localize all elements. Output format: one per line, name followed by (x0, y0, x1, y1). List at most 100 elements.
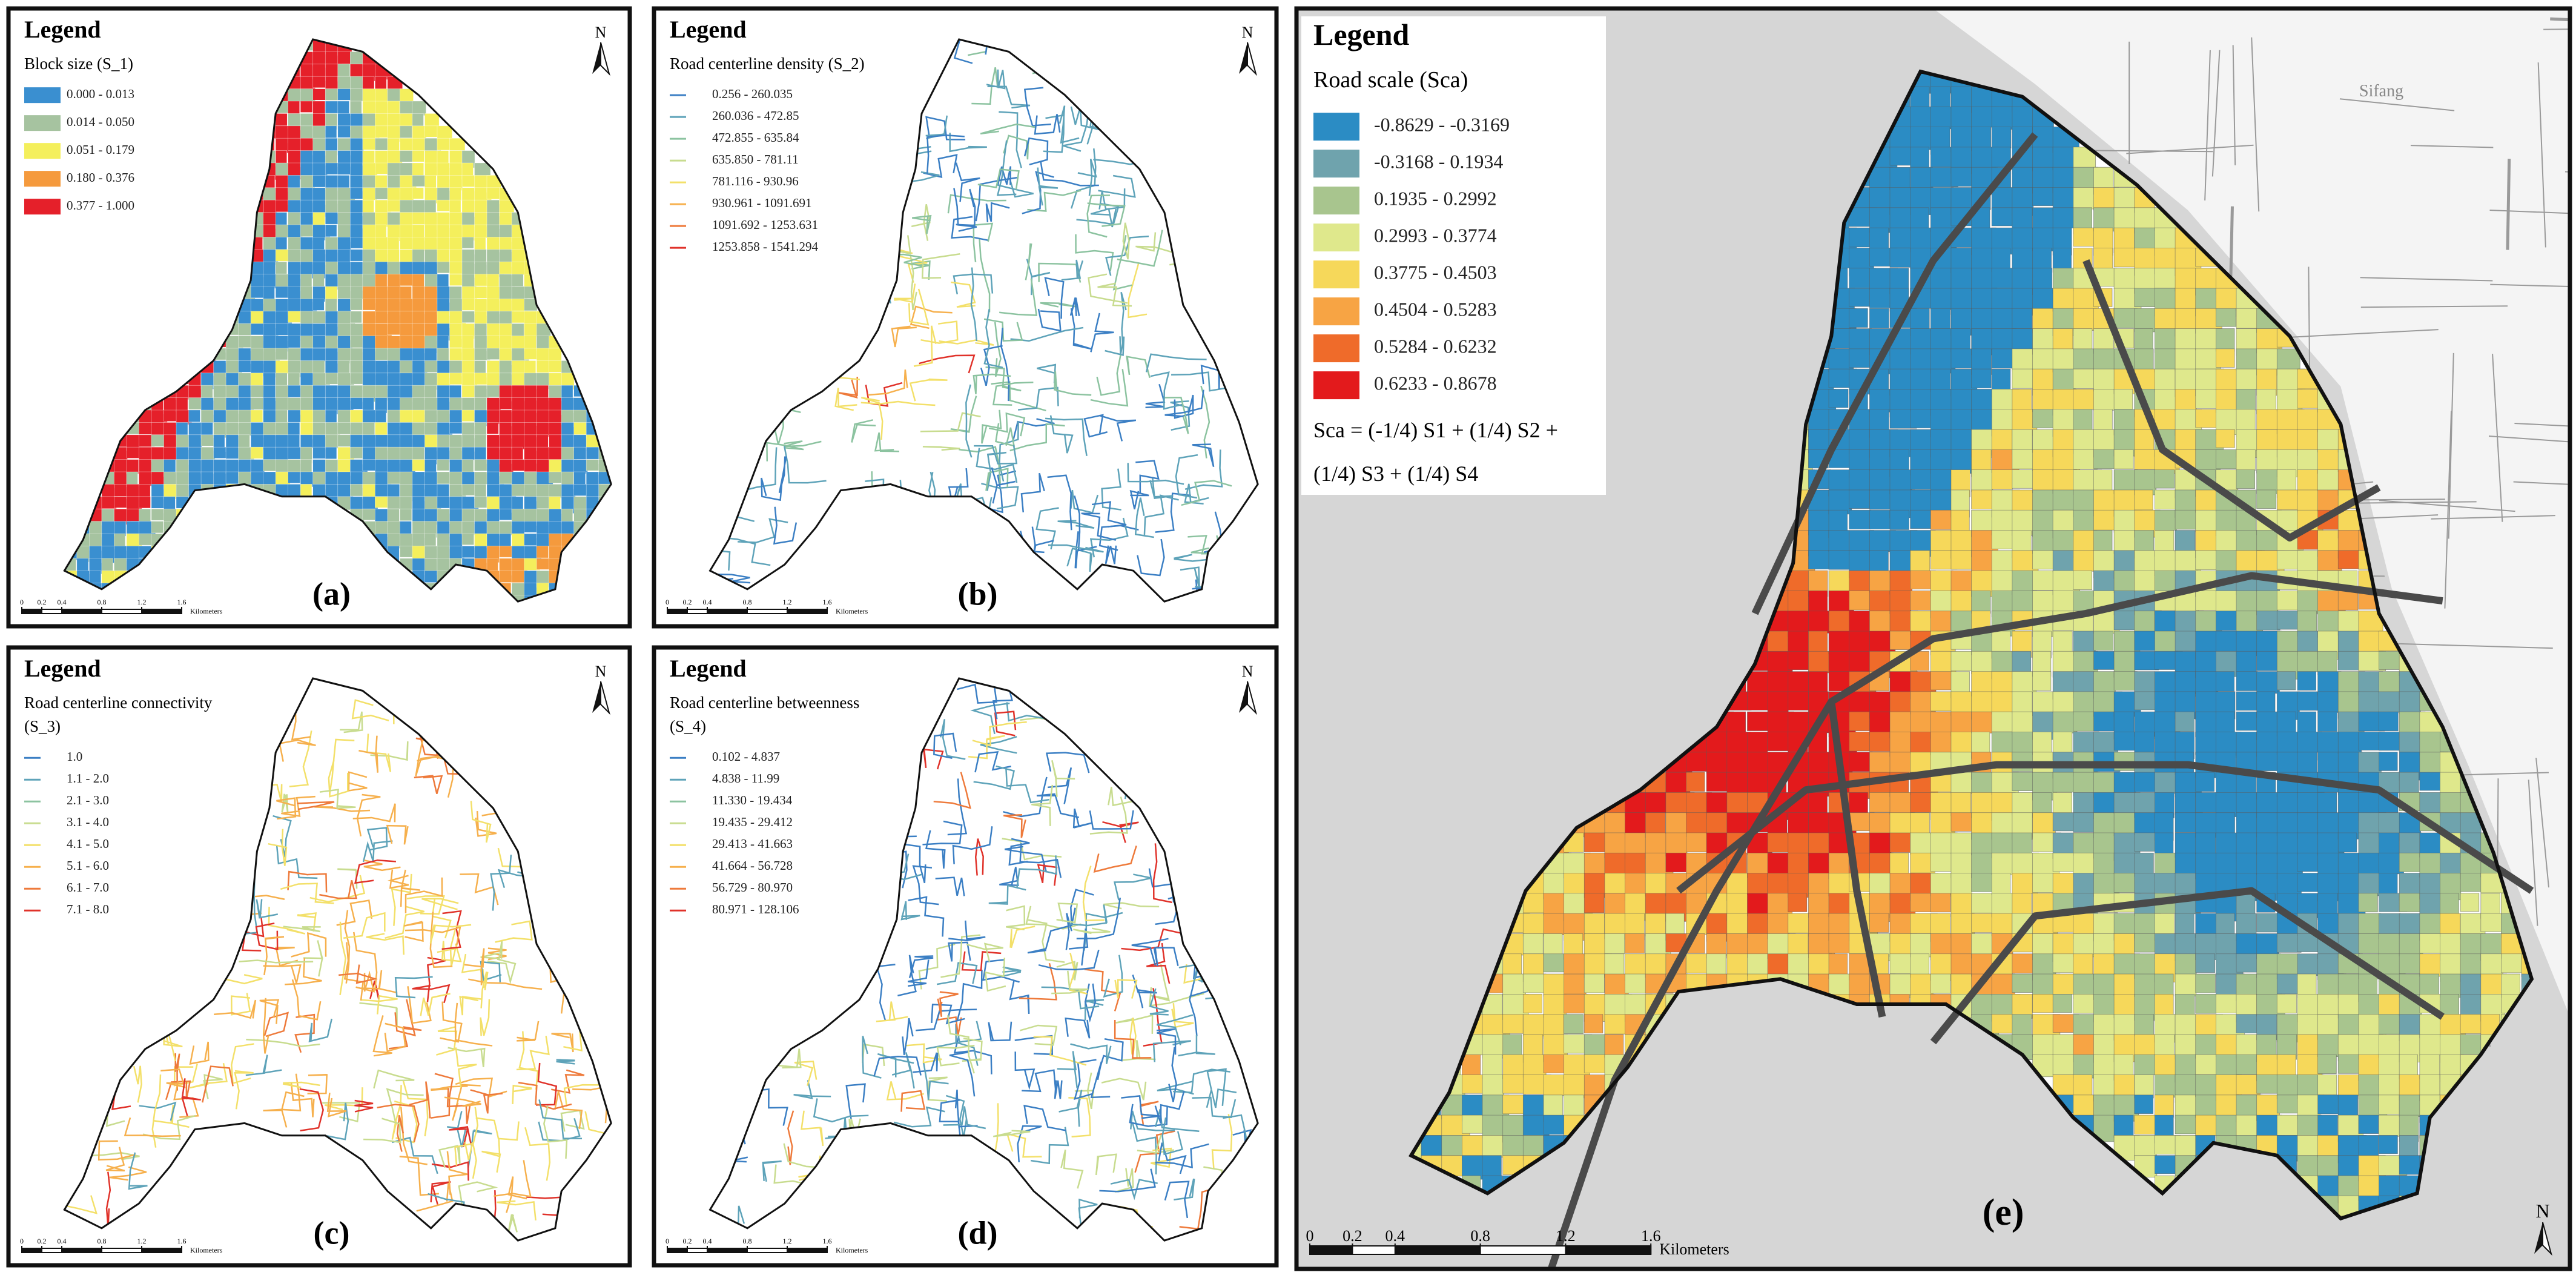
block (1972, 369, 1992, 388)
block (2073, 571, 2092, 589)
block (1930, 873, 1953, 896)
block (1992, 470, 2012, 489)
block (537, 497, 549, 509)
block (2379, 752, 2398, 771)
block (1829, 389, 1848, 408)
block (2460, 933, 2483, 954)
legend-title: Legend (24, 16, 101, 43)
block (2277, 591, 2299, 610)
block (2114, 772, 2136, 792)
block (2033, 994, 2054, 1013)
block (2033, 228, 2055, 251)
block (412, 163, 424, 176)
block (325, 225, 337, 237)
scale-segment (667, 609, 687, 614)
legend-label: 2.1 - 3.0 (67, 793, 109, 807)
block (2012, 692, 2032, 713)
block (288, 373, 300, 387)
block (1849, 974, 1871, 996)
block (288, 286, 301, 299)
street (2508, 159, 2509, 250)
block (1849, 288, 1873, 306)
block (375, 250, 389, 263)
scale-tick-label: 0.8 (743, 598, 752, 606)
block (2073, 389, 2097, 409)
block (2196, 954, 2215, 973)
block (2196, 994, 2216, 1013)
block (2379, 1035, 2400, 1058)
block (2073, 873, 2096, 895)
scale-segment (142, 1248, 182, 1253)
legend-swatch (1313, 150, 1359, 177)
block (2359, 933, 2381, 953)
block (2236, 470, 2255, 489)
block (412, 188, 424, 199)
block (462, 447, 475, 460)
block (388, 163, 401, 176)
legend-label: 0.000 - 0.013 (67, 87, 134, 101)
block (2033, 208, 2055, 230)
block (2093, 853, 2115, 874)
block (574, 422, 588, 434)
block (1930, 692, 1953, 711)
block (1503, 1015, 1524, 1034)
block (2216, 933, 2237, 954)
block (2053, 792, 2072, 813)
block (313, 447, 326, 459)
block (2318, 994, 2340, 1014)
block (400, 213, 413, 227)
scale-unit: Kilometers (1659, 1240, 1729, 1258)
block (2318, 1095, 2340, 1114)
scale-tick-label: 0.2 (38, 1237, 47, 1245)
block (1625, 813, 1646, 835)
block (537, 546, 549, 558)
block (151, 521, 163, 533)
scale-tick-label: 1.6 (823, 1237, 832, 1245)
block (1930, 369, 1950, 392)
block (1788, 913, 1809, 933)
block (2297, 651, 2321, 672)
scale-tick-label: 0.2 (1342, 1227, 1362, 1245)
block (2053, 531, 2076, 551)
block (363, 410, 377, 423)
scale-tick-label: 1.6 (1641, 1227, 1661, 1245)
legend-label: 19.435 - 29.412 (712, 815, 793, 829)
block (1747, 873, 1768, 895)
block (1808, 611, 1831, 634)
block (512, 534, 524, 546)
block (487, 484, 501, 498)
block (1849, 308, 1868, 327)
block (2175, 349, 2198, 371)
block (2135, 228, 2156, 250)
block (487, 323, 500, 336)
block (288, 422, 300, 435)
block (1808, 954, 1832, 975)
block (2114, 1115, 2133, 1137)
block (338, 274, 352, 288)
block (475, 360, 486, 373)
scale-tick-label: 0.8 (1470, 1227, 1490, 1245)
block (2012, 792, 2035, 815)
block (549, 497, 561, 509)
block (1584, 913, 1604, 934)
block (2359, 994, 2381, 1015)
block (1972, 833, 1995, 855)
block (524, 497, 538, 510)
scale-unit: Kilometers (190, 607, 223, 615)
block (2379, 1095, 2400, 1114)
block (2297, 954, 2319, 976)
scale-segment (1565, 1246, 1651, 1254)
block (1523, 994, 1542, 1013)
block (512, 571, 524, 583)
block (1890, 167, 1910, 190)
block (561, 472, 573, 485)
block (288, 472, 300, 483)
block (363, 299, 377, 310)
panel-label: (b) (958, 575, 998, 612)
block (2216, 429, 2234, 448)
block (2216, 349, 2234, 368)
block (1849, 329, 1872, 351)
block (2420, 1035, 2441, 1055)
block (1911, 167, 1933, 190)
